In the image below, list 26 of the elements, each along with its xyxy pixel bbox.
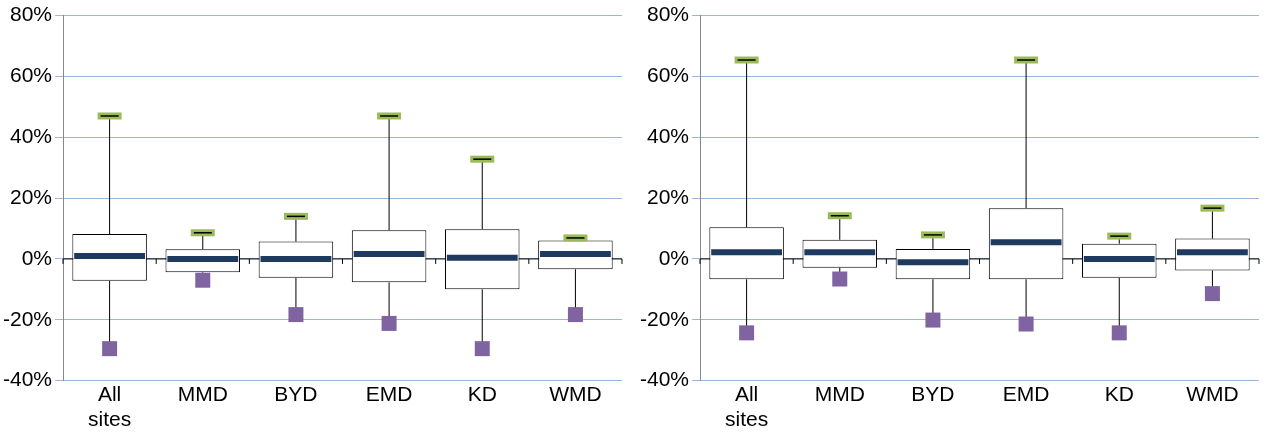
y-tick-label: 40% xyxy=(9,124,53,148)
y-tick-label: 20% xyxy=(646,184,690,208)
y-tick-label: 60% xyxy=(646,63,690,87)
x-tick-label: All sites xyxy=(725,382,769,431)
y-tick-label: -20% xyxy=(639,306,690,330)
x-tick-label: EMD xyxy=(365,382,413,405)
x-tick-label: KD xyxy=(1104,382,1134,405)
x-tick-label: WMD xyxy=(1186,382,1239,405)
x-tick-label: BYD xyxy=(274,382,318,405)
y-tick-label: 0% xyxy=(658,245,690,269)
y-tick-label: 0% xyxy=(21,245,53,269)
y-tick-label: 60% xyxy=(9,63,53,87)
y-tick-label: 80% xyxy=(646,2,690,26)
y-tick-label: -20% xyxy=(2,306,53,330)
x-tick-label: EMD xyxy=(1002,382,1050,405)
x-tick-label: All sites xyxy=(88,382,132,431)
y-tick-label: 40% xyxy=(646,124,690,148)
y-tick-label: -40% xyxy=(639,367,690,391)
x-tick-label: MMD xyxy=(814,382,865,405)
y-tick-label: 80% xyxy=(9,2,53,26)
x-tick-label: KD xyxy=(467,382,497,405)
x-tick-label: MMD xyxy=(177,382,228,405)
y-tick-label: -40% xyxy=(2,367,53,391)
x-tick-label: BYD xyxy=(911,382,955,405)
x-tick-label: WMD xyxy=(549,382,602,405)
y-tick-label: 20% xyxy=(9,184,53,208)
